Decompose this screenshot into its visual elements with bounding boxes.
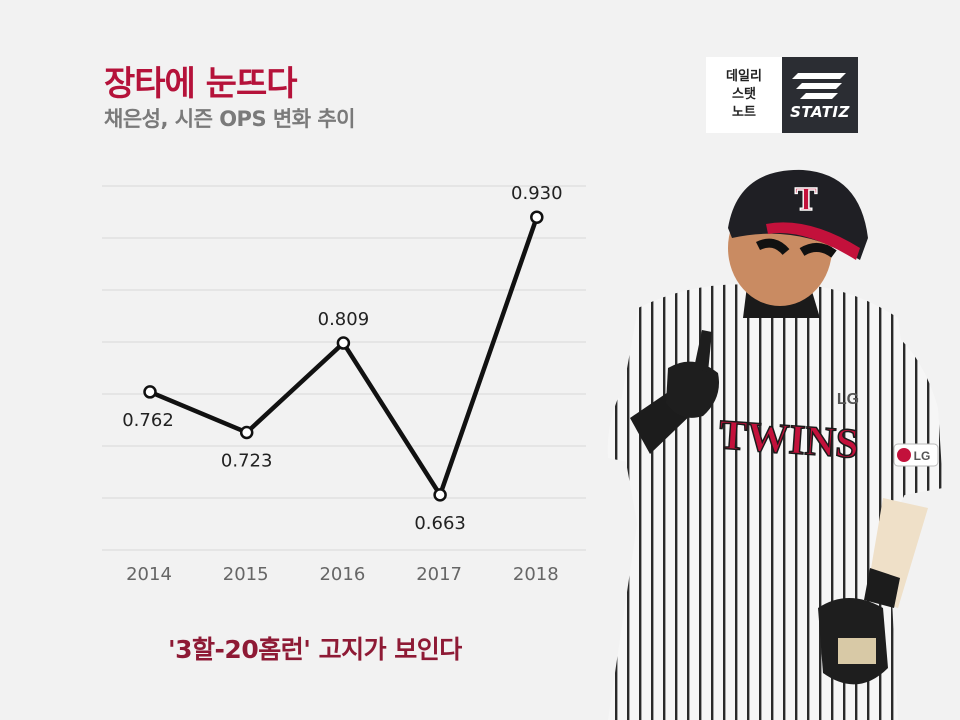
series-line-layer xyxy=(149,216,539,498)
data-point-2017 xyxy=(433,488,447,502)
x-tick-2015: 2015 xyxy=(223,564,269,585)
sleeve-patch-text: LG xyxy=(914,449,931,463)
daily-stat-note-label: 데일리 스탯 노트 xyxy=(706,57,782,133)
statiz-logo-badge: 데일리 스탯 노트 STATIZ xyxy=(706,57,858,133)
x-tick-2016: 2016 xyxy=(319,564,365,585)
gridlines xyxy=(102,185,586,551)
brand-line-1: 데일리 xyxy=(726,69,762,84)
data-label-2014: 0.762 xyxy=(122,410,174,431)
jersey-wordmark: TWINS xyxy=(717,412,860,468)
statiz-mark-icon xyxy=(792,73,846,99)
statiz-logo: STATIZ xyxy=(782,57,858,133)
jersey-chest-mark: LG xyxy=(837,391,859,408)
data-labels: 0.762 0.723 0.809 0.663 0.930 xyxy=(122,183,562,534)
statiz-wordmark: STATIZ xyxy=(790,103,850,121)
data-label-2015: 0.723 xyxy=(221,450,273,471)
ops-series-line xyxy=(149,216,539,498)
chart-subtitle: 채은성, 시즌 OPS 변화 추이 xyxy=(104,107,355,131)
player-photo: T TWINS LG LG xyxy=(607,169,943,720)
data-point-2018 xyxy=(530,210,544,224)
chart-title: 장타에 눈뜨다 xyxy=(104,64,298,104)
data-point-2015 xyxy=(239,425,254,440)
data-points xyxy=(143,210,544,502)
chart-footnote: '3할-20홈런' 고지가 보인다 xyxy=(168,635,462,664)
brand-line-2: 스탯 xyxy=(732,87,756,102)
data-point-2014 xyxy=(143,385,157,399)
data-label-2016: 0.809 xyxy=(318,309,370,330)
x-tick-2014: 2014 xyxy=(126,564,172,585)
x-tick-2017: 2017 xyxy=(416,564,462,585)
cap-logo: T xyxy=(795,183,818,218)
data-label-2017: 0.663 xyxy=(414,513,466,534)
x-tick-2018: 2018 xyxy=(513,564,559,585)
x-axis-ticks: 2014 2015 2016 2017 2018 xyxy=(126,564,559,585)
brand-line-3: 노트 xyxy=(732,105,756,120)
data-point-2016 xyxy=(336,336,351,350)
data-label-2018: 0.930 xyxy=(511,183,563,204)
